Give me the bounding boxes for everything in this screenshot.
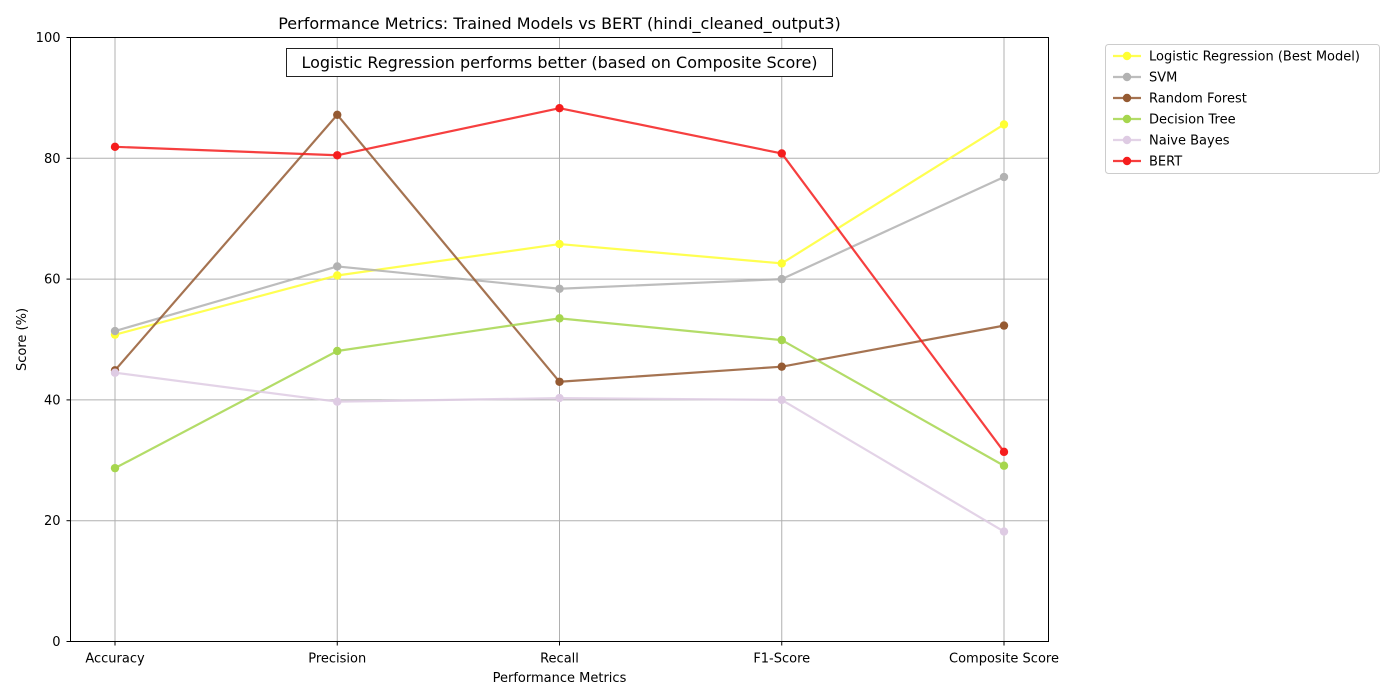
legend-marker <box>1122 156 1132 166</box>
chart-title: Performance Metrics: Trained Models vs B… <box>278 14 841 34</box>
y-tick-label: 0 <box>52 635 60 650</box>
legend-label: Naive Bayes <box>1149 134 1230 149</box>
data-point <box>333 151 342 160</box>
legend-item: BERT <box>1113 155 1182 170</box>
y-tick-label: 60 <box>44 273 61 288</box>
x-axis-label: Performance Metrics <box>493 671 627 686</box>
data-point <box>110 142 120 152</box>
data-point <box>555 239 564 249</box>
x-tick-label: Precision <box>308 652 366 667</box>
y-axis-label: Score (%) <box>15 308 30 371</box>
legend-item: Naive Bayes <box>1113 134 1230 149</box>
legend-marker <box>1122 93 1132 103</box>
legend-marker <box>1122 72 1132 82</box>
data-point <box>333 397 342 406</box>
legend-label: Decision Tree <box>1149 113 1236 128</box>
data-point <box>333 346 342 356</box>
data-point <box>999 172 1009 182</box>
data-point <box>777 149 786 158</box>
legend-frame <box>1105 44 1380 174</box>
series-decision-tree <box>110 314 1009 473</box>
data-point <box>555 284 564 293</box>
data-point <box>777 259 786 268</box>
legend-label: Random Forest <box>1149 92 1247 107</box>
x-tick-label: Accuracy <box>85 652 145 667</box>
data-point <box>999 447 1009 457</box>
data-point <box>110 463 120 473</box>
legend-item: Decision Tree <box>1113 113 1236 128</box>
data-point <box>333 262 342 271</box>
data-point <box>777 395 786 405</box>
axis-ticks: Accuracy Precision Recall F1-Score Composite… <box>36 31 1059 667</box>
series-logistic-regression-best-model <box>110 120 1009 339</box>
data-point <box>333 271 342 280</box>
data-point <box>110 326 120 336</box>
legend-item: Logistic Regression (Best Model) <box>1113 50 1360 65</box>
legend-item: Random Forest <box>1113 92 1247 107</box>
data-point <box>777 335 786 345</box>
data-point <box>333 110 342 120</box>
legend-label: SVM <box>1149 71 1177 86</box>
data-point <box>555 393 564 403</box>
legend-label: BERT <box>1149 155 1182 170</box>
data-point <box>555 103 564 113</box>
series-svm <box>110 172 1009 336</box>
series-bert <box>110 103 1009 457</box>
legend-marker <box>1122 114 1132 124</box>
data-point <box>999 120 1009 129</box>
series-naive-bayes <box>110 368 1009 536</box>
y-tick-label: 20 <box>44 514 61 529</box>
x-tick-label: Recall <box>540 652 579 667</box>
data-point <box>555 377 564 386</box>
data-point <box>110 368 120 377</box>
data-point <box>777 362 786 371</box>
y-tick-label: 80 <box>44 152 61 167</box>
legend-marker <box>1122 51 1132 61</box>
data-point <box>999 461 1009 470</box>
data-point <box>555 314 564 323</box>
annotation-text: Logistic Regression performs better (bas… <box>301 53 817 72</box>
series-random-forest <box>110 110 1009 386</box>
series-lines <box>110 103 1009 536</box>
legend-marker <box>1122 135 1132 145</box>
annotation-box: Logistic Regression performs better (bas… <box>286 48 833 77</box>
data-point <box>999 321 1009 330</box>
legend: Logistic Regression (Best Model) SVM Rando… <box>1105 44 1380 174</box>
data-point <box>999 527 1009 536</box>
x-tick-label: Composite Score <box>949 652 1059 667</box>
y-tick-label: 40 <box>44 393 61 408</box>
legend-item: SVM <box>1113 71 1177 86</box>
data-point <box>777 274 786 284</box>
y-tick-label: 100 <box>36 31 61 46</box>
annotation-frame <box>286 48 833 77</box>
legend-label: Logistic Regression (Best Model) <box>1149 50 1360 65</box>
x-tick-label: F1-Score <box>753 652 810 667</box>
